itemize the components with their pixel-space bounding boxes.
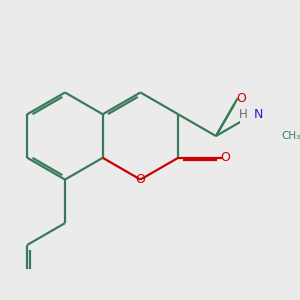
Text: CH₃: CH₃ [282, 131, 300, 141]
Text: O: O [220, 151, 230, 164]
Text: O: O [136, 173, 146, 186]
Text: O: O [236, 92, 246, 105]
Text: N: N [254, 108, 263, 121]
Text: H: H [239, 108, 248, 121]
